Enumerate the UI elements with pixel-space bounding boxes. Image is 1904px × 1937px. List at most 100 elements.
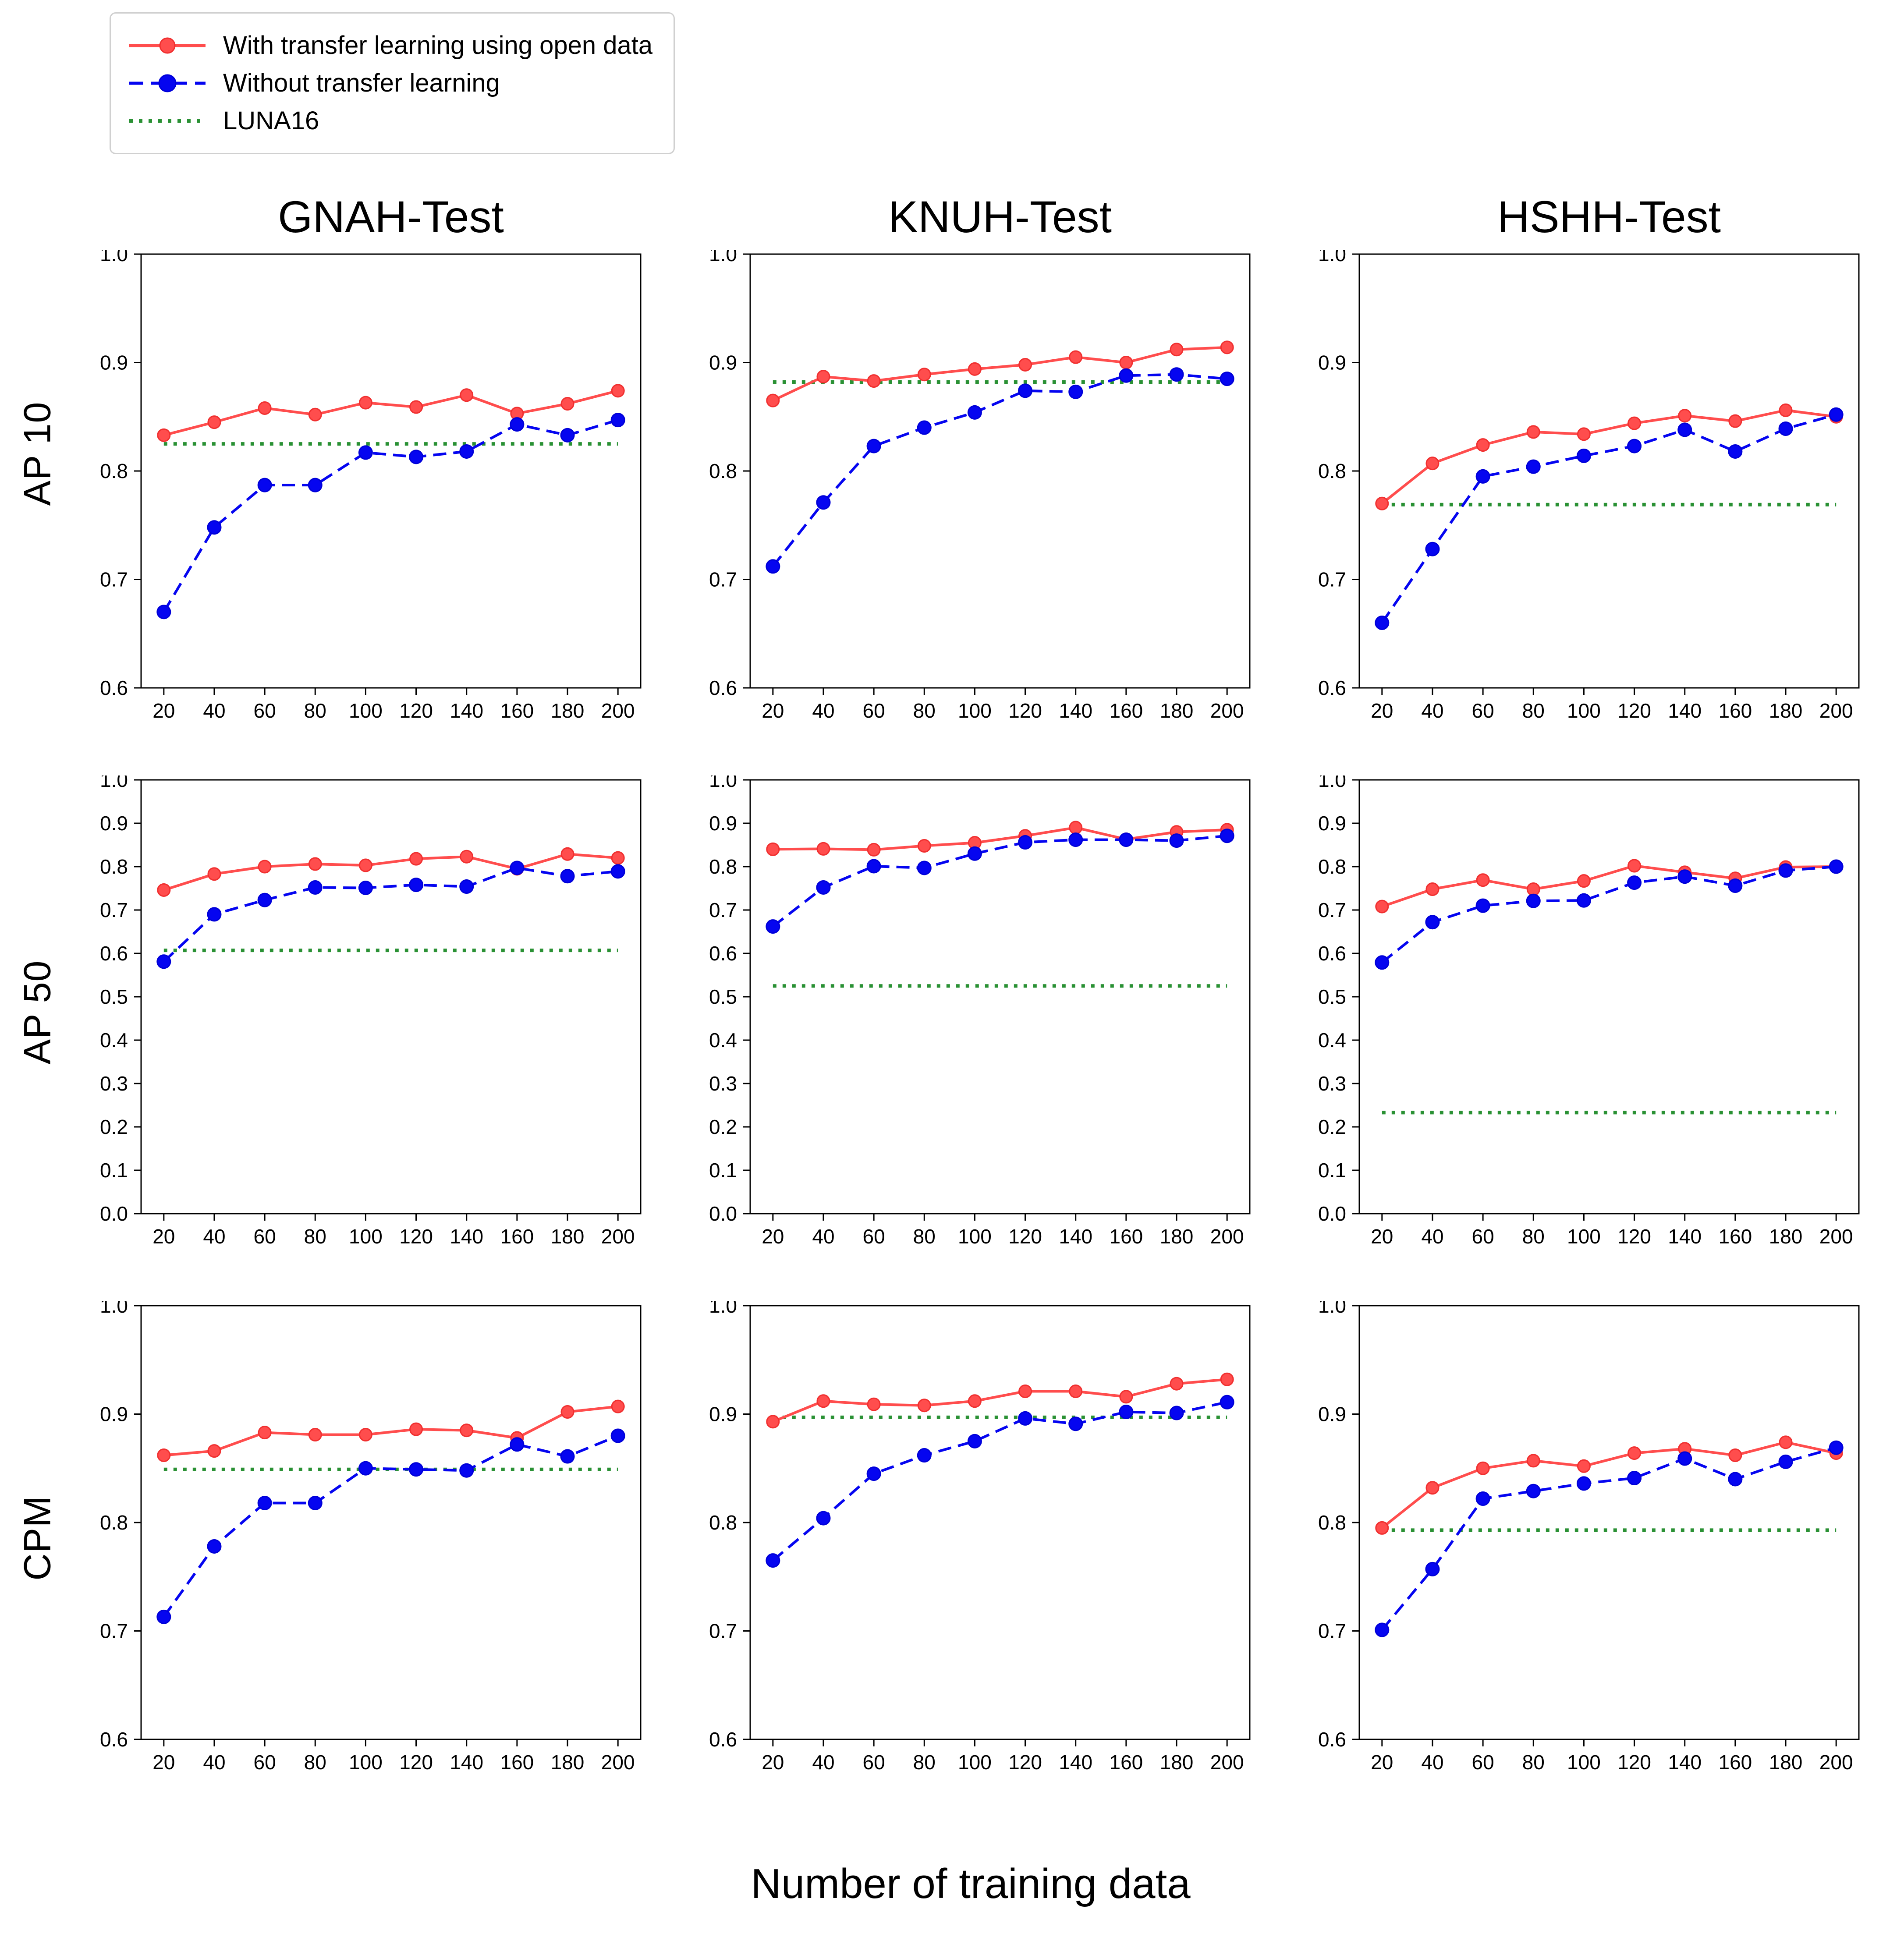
with-transfer-marker (1425, 882, 1440, 896)
x-tick-label: 160 (1110, 699, 1143, 722)
with-transfer-marker (258, 860, 272, 874)
x-tick-label: 120 (1617, 1751, 1651, 1774)
y-tick-label: 1.0 (100, 1301, 128, 1317)
y-tick-label: 1.0 (709, 1301, 737, 1317)
x-tick-label: 200 (601, 1225, 635, 1248)
y-tick-label: 0.3 (1318, 1072, 1346, 1095)
without-transfer-marker (610, 413, 625, 428)
without-transfer-marker (308, 880, 323, 895)
chart-cell-ap50-hshh: 0.0 0.1 0.2 0.3 0.4 0.5 0.6 0.7 0.8 0.9 1.0 20 40 60 8… (1276, 776, 1885, 1249)
x-tick-label: 100 (1567, 699, 1601, 722)
without-transfer-marker (1627, 439, 1642, 453)
with-transfer-marker (1018, 1385, 1032, 1399)
x-tick-label: 40 (203, 1751, 225, 1774)
without-transfer-marker (1728, 444, 1743, 459)
x-tick-label: 60 (1472, 699, 1494, 722)
without-transfer-marker (1576, 893, 1591, 908)
without-transfer-marker (1526, 459, 1541, 474)
x-tick-label: 100 (349, 1751, 383, 1774)
without-transfer-marker (409, 878, 424, 892)
with-transfer-marker (1577, 427, 1591, 441)
x-tick-label: 180 (551, 1751, 585, 1774)
y-tick-label: 0.2 (100, 1115, 128, 1138)
chart-cell-cpm-knuh: 0.6 0.7 0.8 0.9 1.0 20 40 60 80 100 120 140 160 180 20… (667, 1301, 1276, 1774)
row-label-ap10-text: AP 10 (16, 401, 59, 506)
x-tick-label: 40 (812, 1225, 834, 1248)
x-tick-label: 200 (1210, 699, 1244, 722)
x-tick-label: 140 (450, 1751, 483, 1774)
y-tick-label: 0.7 (709, 568, 737, 591)
x-tick-label: 100 (958, 699, 992, 722)
legend-item-without-transfer: Without transfer learning (126, 64, 652, 102)
x-tick-label: 20 (152, 1225, 175, 1248)
with-transfer-marker (968, 1394, 982, 1408)
without-transfer-marker (308, 478, 323, 492)
row-label-ap50-text: AP 50 (16, 960, 59, 1064)
x-tick-label: 40 (1421, 1751, 1443, 1774)
y-tick-label: 0.2 (709, 1115, 737, 1138)
x-tick-label: 20 (152, 1751, 175, 1774)
x-tick-label: 40 (812, 699, 834, 722)
row-label-ap10: AP 10 (16, 184, 59, 723)
without-transfer-swatch-icon (129, 74, 206, 92)
x-tick-label: 160 (500, 1225, 534, 1248)
without-transfer-marker (816, 1511, 831, 1526)
y-tick-label: 1.0 (100, 776, 128, 791)
x-tick-label: 60 (1472, 1225, 1494, 1248)
with-transfer-marker (1018, 358, 1032, 372)
with-transfer-marker (1220, 1372, 1234, 1386)
y-tick-label: 0.6 (709, 676, 737, 699)
plot-frame (1358, 779, 1860, 1215)
y-tick-label: 1.0 (1318, 250, 1346, 266)
y-tick-label: 0.5 (100, 985, 128, 1008)
x-tick-label: 160 (500, 1751, 534, 1774)
without-transfer-marker (1375, 955, 1390, 970)
with-transfer-line (163, 389, 618, 437)
with-transfer-line (772, 1378, 1227, 1423)
x-tick-label: 180 (1160, 1751, 1194, 1774)
x-tick-label: 40 (1421, 699, 1443, 722)
chart-ap10-hshh: 0.6 0.7 0.8 0.9 1.0 20 40 60 80 100 120 140 160 180 20… (1318, 250, 1860, 722)
without-transfer-marker (1220, 829, 1234, 843)
with-transfer-marker (816, 1394, 830, 1408)
x-tick-label: 180 (1769, 699, 1803, 722)
luna16-swatch-icon (129, 119, 206, 123)
with-transfer-marker (409, 400, 423, 414)
x-tick-label: 100 (1567, 1225, 1601, 1248)
without-transfer-marker (1526, 893, 1541, 908)
chart-cpm-knuh: 0.6 0.7 0.8 0.9 1.0 20 40 60 80 100 120 140 160 180 20… (709, 1301, 1251, 1774)
without-transfer-marker (1169, 833, 1184, 848)
chart-title-knuh: KNUH-Test (888, 192, 1112, 242)
without-transfer-marker (1627, 875, 1642, 890)
with-transfer-marker (1220, 340, 1234, 354)
x-tick-label: 20 (152, 699, 175, 722)
with-transfer-marker (1375, 1521, 1389, 1535)
y-tick-label: 0.6 (1318, 1728, 1346, 1751)
y-tick-label: 0.6 (709, 1728, 737, 1751)
x-tick-label: 140 (1668, 1225, 1702, 1248)
with-transfer-marker (917, 839, 931, 853)
without-transfer-marker (967, 1434, 982, 1448)
y-tick-label: 0.6 (1318, 942, 1346, 965)
with-transfer-marker (1170, 343, 1184, 357)
without-transfer-marker (409, 450, 424, 464)
without-transfer-marker (917, 420, 932, 435)
row-label-cpm: CPM (17, 1301, 59, 1774)
with-transfer-marker (766, 1415, 780, 1429)
row-cpm: CPM 0.6 0.7 0.8 0.9 1.0 20 40 60 80 100 120 140 160 1… (17, 1301, 1885, 1774)
without-transfer-line (1381, 1446, 1837, 1631)
without-transfer-marker (156, 605, 171, 620)
with-transfer-swatch-icon (129, 37, 206, 54)
without-transfer-marker (560, 428, 575, 443)
without-transfer-line (1381, 413, 1837, 624)
without-transfer-marker (459, 1463, 474, 1478)
without-transfer-marker (257, 478, 272, 492)
with-transfer-marker (1577, 1459, 1591, 1473)
without-transfer-marker (1119, 368, 1134, 383)
without-transfer-marker (1375, 616, 1390, 630)
with-transfer-marker (917, 1399, 931, 1413)
with-transfer-marker (1170, 1377, 1184, 1391)
y-tick-label: 1.0 (1318, 1301, 1346, 1317)
without-transfer-line (1381, 865, 1837, 964)
x-tick-label: 80 (913, 1751, 936, 1774)
